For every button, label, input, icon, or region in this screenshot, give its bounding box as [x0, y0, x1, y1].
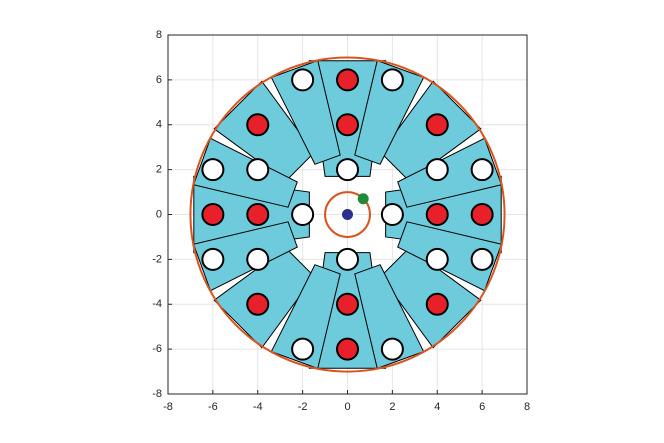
y-tick-label: 6	[156, 74, 162, 86]
point	[336, 337, 359, 361]
point	[336, 292, 359, 316]
point	[201, 158, 225, 182]
x-tick-label: -4	[253, 401, 263, 413]
x-tick-label: 0	[344, 401, 350, 413]
y-tick-label: 8	[156, 29, 162, 41]
y-tick-label: 2	[156, 164, 162, 176]
y-tick-label: -8	[152, 388, 162, 400]
point	[380, 68, 404, 92]
point	[291, 68, 315, 92]
point	[246, 158, 270, 182]
x-tick-label: 6	[479, 401, 485, 413]
axes-box	[167, 34, 528, 395]
y-tick-label: -6	[152, 343, 162, 355]
point	[246, 292, 270, 316]
outline-circle	[324, 191, 371, 238]
y-tick-label: -4	[152, 298, 162, 310]
x-tick-label: 8	[524, 401, 530, 413]
point	[246, 113, 270, 137]
point	[336, 68, 359, 92]
point	[342, 209, 353, 220]
point	[470, 247, 494, 271]
y-tick-label: 0	[156, 208, 162, 220]
point	[470, 158, 494, 182]
point	[425, 247, 449, 271]
point	[336, 247, 359, 271]
point	[380, 203, 404, 226]
y-tick-label: -2	[152, 253, 162, 265]
point	[425, 113, 449, 137]
point	[425, 158, 449, 182]
point	[425, 292, 449, 316]
x-tick-label: -2	[298, 401, 308, 413]
x-tick-label: 4	[434, 401, 440, 413]
y-tick-label: 4	[156, 119, 162, 131]
point	[336, 158, 359, 182]
point	[201, 203, 225, 226]
x-tick-label: 2	[389, 401, 395, 413]
point	[336, 113, 359, 137]
point	[291, 203, 315, 226]
x-tick-label: -6	[208, 401, 218, 413]
point	[425, 203, 449, 226]
point	[246, 247, 270, 271]
point	[246, 203, 270, 226]
x-tick-label: -8	[163, 401, 173, 413]
outline-circle	[189, 56, 506, 373]
point	[470, 203, 494, 226]
point	[291, 337, 315, 361]
point	[201, 247, 225, 271]
point	[380, 337, 404, 361]
point	[357, 193, 369, 205]
